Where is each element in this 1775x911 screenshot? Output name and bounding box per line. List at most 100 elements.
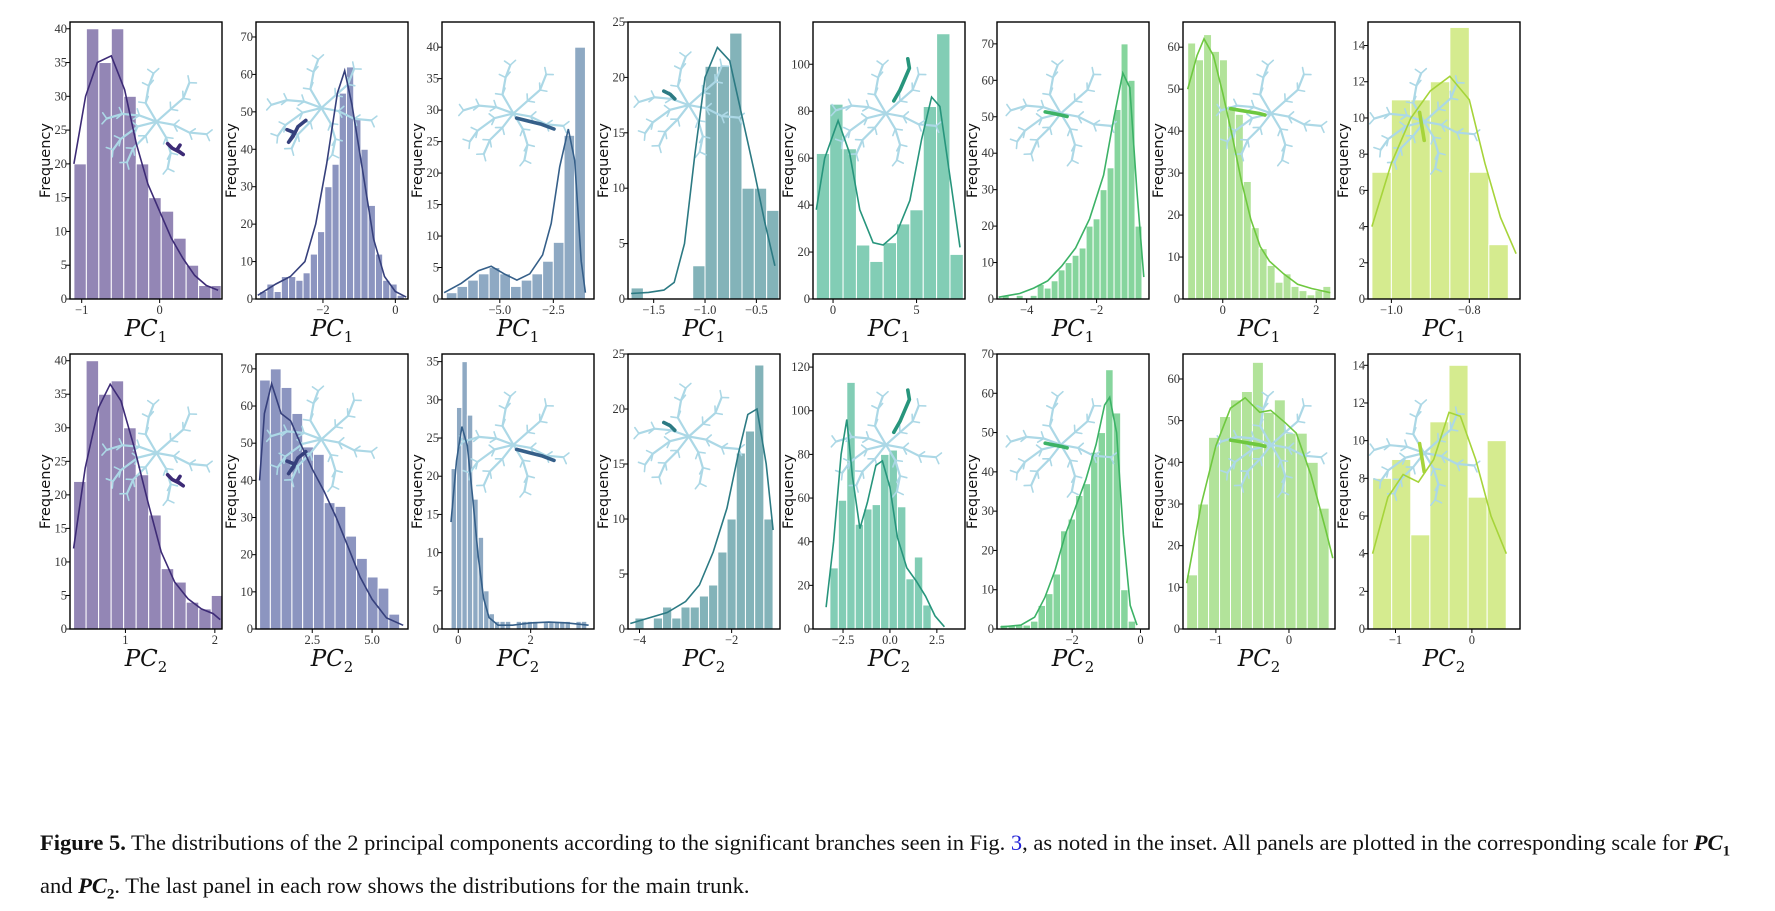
x-tick-label: −2.5 (542, 303, 565, 317)
inset-dendrite-twig (1370, 113, 1374, 119)
inset-dendrite-twig (715, 413, 722, 414)
inset-dendrite-twig (143, 83, 149, 86)
inset-dendrite-twig (1047, 406, 1053, 409)
histogram-bar (1187, 575, 1198, 629)
x-tick-label: −1 (1209, 633, 1222, 647)
y-tick-label: 40 (1168, 455, 1181, 469)
histogram-bar (489, 268, 500, 299)
inset-dendrite-twig (832, 436, 836, 442)
histogram-bar (368, 205, 375, 299)
histogram-bar (1030, 621, 1038, 629)
x-tick-label: 5 (913, 303, 919, 317)
inset-dendrite-twig (872, 74, 878, 77)
inset-dendrite-arm (1271, 74, 1304, 113)
inset-dendrite-twig (307, 400, 313, 403)
histogram-bar (1469, 172, 1488, 299)
x-axis-label: PC2 (1422, 646, 1466, 676)
inset-dendrite-twig (1415, 69, 1421, 73)
inset-dendrite-twig (171, 484, 178, 486)
histogram-bar (478, 274, 489, 299)
y-tick-label: 50 (1168, 414, 1181, 428)
x-tick-label: 2 (212, 633, 218, 647)
inset-dendrite-twig (638, 131, 645, 133)
y-tick-label: 12 (1353, 75, 1366, 89)
caption-figure-reference-link[interactable]: 3 (1011, 830, 1022, 855)
y-tick-label: 4 (1359, 547, 1366, 561)
inset-dendrite-twig (545, 399, 546, 406)
inset-dendrite-twig (163, 169, 167, 174)
caption-and: and (40, 873, 78, 898)
y-tick-label: 5 (61, 258, 67, 272)
y-tick-label: 0 (61, 622, 67, 636)
histogram-bar (303, 447, 314, 629)
inset-dendrite-twig (146, 136, 148, 143)
inset-dendrite-twig (1075, 101, 1082, 102)
y-tick-label: 60 (1168, 372, 1181, 386)
inset-dendrite-twig (310, 122, 312, 129)
y-tick-label: 20 (982, 543, 995, 557)
inset-dendrite-twig (489, 445, 495, 449)
inset-dendrite-twig (1380, 150, 1381, 157)
inset-dendrite-twig (665, 132, 666, 139)
histogram-bar (339, 93, 346, 299)
inset-dendrite-twig (312, 387, 318, 391)
inset-dendrite-twig (1070, 129, 1077, 130)
histogram-bar (897, 224, 910, 299)
inset-dendrite-twig (675, 398, 681, 401)
x-axis-label: PC1 (124, 316, 168, 346)
histogram-bar (1243, 181, 1251, 299)
inset-dendrite-twig (545, 68, 546, 75)
inset-dendrite-twig (523, 129, 530, 130)
inset-dendrite-arm (1374, 445, 1424, 453)
inset-dendrite-twig (659, 146, 661, 153)
y-tick-label: 10 (982, 256, 995, 270)
inset-dendrite-twig (868, 425, 875, 426)
histogram-bar (211, 595, 222, 629)
inset-dendrite-twig (163, 500, 167, 505)
y-tick-label: 15 (55, 521, 68, 535)
inset-dendrite-twig (520, 460, 522, 467)
histogram-bar (889, 450, 897, 629)
inset-dendrite-twig (1260, 127, 1262, 134)
inset-dendrite-twig (1382, 136, 1388, 139)
y-tick-label: 30 (55, 89, 68, 103)
histogram-bar (1198, 504, 1209, 629)
inset-dendrite-twig (1285, 145, 1292, 147)
histogram-bar (124, 96, 136, 299)
x-tick-label: 0 (392, 303, 398, 317)
histogram-bar (830, 104, 843, 299)
inset-dendrite-twig (188, 76, 189, 83)
inset-dendrite-twig (634, 433, 639, 438)
y-tick-label: 30 (427, 103, 440, 117)
x-tick-label: 2 (528, 633, 534, 647)
inset-dendrite-twig (1282, 160, 1288, 163)
inset-dendrite-twig (1253, 94, 1260, 95)
x-tick-label: 1 (122, 633, 128, 647)
inset-dendrite-twig (1421, 400, 1426, 405)
y-tick-label: 15 (55, 191, 68, 205)
inset-dendrite-twig (1374, 148, 1381, 150)
histogram-bar (847, 382, 855, 629)
histogram-bar (1044, 288, 1051, 299)
x-tick-label: 0 (1469, 633, 1475, 647)
inset-dendrite-twig (371, 116, 377, 120)
inset-dendrite-twig (1247, 114, 1253, 118)
inset-dendrite-arm (1031, 445, 1061, 486)
y-tick-label: 0 (247, 622, 253, 636)
histogram-bar (681, 607, 690, 629)
inset-dendrite-twig (1006, 442, 1011, 447)
inset-dendrite-twig (277, 136, 278, 143)
inset-dendrite-arm (1061, 406, 1094, 445)
inset-dendrite-twig (267, 105, 272, 110)
histogram-bar (199, 285, 211, 299)
histogram-bar (1267, 265, 1275, 299)
inset-dendrite-twig (1047, 74, 1053, 77)
inset-dendrite-twig (371, 452, 374, 458)
inset-dendrite-twig (1037, 140, 1038, 147)
histogram-bar (910, 210, 923, 299)
histogram-bar (1373, 478, 1392, 629)
